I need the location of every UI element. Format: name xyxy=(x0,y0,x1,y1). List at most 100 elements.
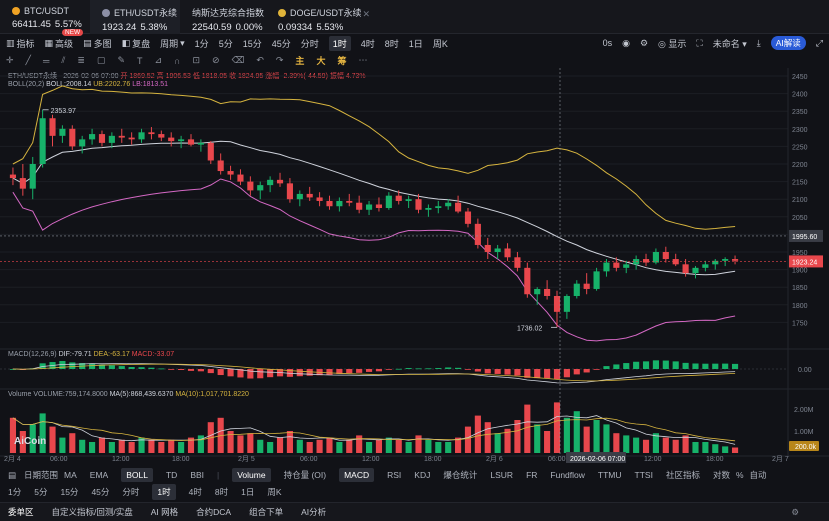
candle-body xyxy=(692,267,699,274)
main-chart-toggle[interactable]: 主 xyxy=(295,56,305,66)
chips-toggle[interactable]: 筹 xyxy=(337,56,347,66)
magnet-icon[interactable]: ∩ xyxy=(174,55,181,66)
fibonacci-icon[interactable]: ≣ xyxy=(77,55,85,65)
contract-dca-tab[interactable]: 合约DCA xyxy=(196,507,232,517)
community-indicators[interactable]: 社区指标 xyxy=(665,470,700,480)
ruler-icon[interactable]: ⊿ xyxy=(154,55,163,65)
ticker-change: 0.00% xyxy=(235,22,263,33)
trash-icon[interactable]: ⌫ xyxy=(231,55,245,65)
interval-1m[interactable]: 1分 xyxy=(194,38,209,49)
template-icon[interactable]: ▤ xyxy=(8,469,17,480)
interval-5m[interactable]: 5分 xyxy=(218,38,233,49)
indicator-boll[interactable]: BOLL xyxy=(121,468,153,482)
camera-icon[interactable]: ◉ xyxy=(622,37,630,48)
brush-icon[interactable]: ✎ xyxy=(117,55,125,65)
fullscreen-icon[interactable]: ⛶ xyxy=(696,37,703,48)
ticker-doge[interactable]: DOGE/USDT永续 0.09334 5.53% ✕ xyxy=(266,0,376,34)
advanced-button[interactable]: ▦ 高级 xyxy=(45,37,74,50)
macd-tick-label: 0.00 xyxy=(798,367,812,374)
sub-indicator-fr[interactable]: FR xyxy=(526,470,538,480)
volume-bar xyxy=(514,420,521,453)
interval-1d[interactable]: 1日 xyxy=(408,38,423,49)
interval-15m[interactable]: 15分 xyxy=(60,487,79,497)
sub-indicator-fundflow[interactable]: Fundflow xyxy=(550,470,585,480)
trendline-icon[interactable]: ╱ xyxy=(25,55,31,65)
indicator-ma[interactable]: MA xyxy=(64,470,77,480)
sub-indicator-oi[interactable]: 持仓量 (OI) xyxy=(283,470,327,480)
close-icon[interactable]: ✕ xyxy=(362,9,370,19)
save-icon[interactable]: ⤓ xyxy=(756,37,761,48)
log-scale-toggle[interactable]: 对数 xyxy=(712,470,730,480)
sub-indicator-macd[interactable]: MACD xyxy=(339,468,375,482)
price-chart[interactable]: AiCoin 245024002350230022502200215021002… xyxy=(0,68,829,466)
candle-body xyxy=(257,185,264,191)
interval-45m[interactable]: 45分 xyxy=(91,487,110,497)
expand-icon[interactable]: ⤢ xyxy=(815,37,823,48)
interval-8h[interactable]: 8时 xyxy=(214,487,229,497)
indicator-ema[interactable]: EMA xyxy=(89,470,109,480)
settings-icon[interactable]: ⚙ xyxy=(791,506,799,517)
interval-5m[interactable]: 5分 xyxy=(34,487,48,497)
shape-icon[interactable]: ▢ xyxy=(96,55,106,65)
interval-4h[interactable]: 4时 xyxy=(360,38,375,49)
sub-indicator-ttmu[interactable]: TTMU xyxy=(597,470,622,480)
ai-grid-tab[interactable]: AI 网格 xyxy=(150,507,179,517)
interval-1w[interactable]: 周K xyxy=(432,38,448,49)
indicators-button[interactable]: ▥ 指标 xyxy=(6,37,35,50)
horizontal-line-icon[interactable]: ═ xyxy=(42,55,50,66)
candle-body xyxy=(445,202,452,207)
sub-indicator-kdj[interactable]: KDJ xyxy=(414,470,431,480)
interval-timeshare[interactable]: 分时 xyxy=(122,487,140,497)
indicator-bbi[interactable]: BBI xyxy=(190,470,205,480)
sub-indicator-lsur[interactable]: LSUR xyxy=(490,470,514,480)
ticker-btc[interactable]: BTC/USDT 66411.45 5.57% xyxy=(0,0,90,34)
ai-interpret-button[interactable]: AI解读 xyxy=(770,36,806,50)
interval-timeshare[interactable]: 分时 xyxy=(300,38,319,49)
period-dropdown[interactable]: 周期 ▾ xyxy=(160,37,185,50)
eye-off-icon[interactable]: ⊘ xyxy=(212,55,220,65)
crosshair-icon[interactable]: ✛ xyxy=(6,55,14,65)
ai-analysis-tab[interactable]: AI分析 xyxy=(301,507,327,517)
text-icon[interactable]: T xyxy=(136,55,143,66)
large-order-toggle[interactable]: 大 xyxy=(316,56,326,66)
ticker-eth[interactable]: ETH/USDT永续 1923.24 5.38% xyxy=(90,0,180,34)
custom-indicator-tab[interactable]: 自定义指标/回测/实盘 xyxy=(51,507,133,517)
more-icon[interactable]: ⋯ xyxy=(358,55,368,65)
auto-scale-toggle[interactable]: 自动 xyxy=(749,470,767,480)
interval-1h[interactable]: 1时 xyxy=(152,484,176,500)
percent-scale-toggle[interactable]: % xyxy=(735,470,744,480)
sub-indicator-liquidation[interactable]: 爆仓统计 xyxy=(443,470,478,480)
interval-1w[interactable]: 周K xyxy=(267,487,282,497)
undo-icon[interactable]: ↶ xyxy=(256,55,264,65)
interval-1h[interactable]: 1时 xyxy=(328,35,351,51)
lock-icon[interactable]: ⊡ xyxy=(192,55,201,65)
sub-indicator-volume[interactable]: Volume xyxy=(232,468,271,482)
macd-bar xyxy=(494,369,501,374)
multi-chart-button[interactable]: ▤ 多图 xyxy=(83,37,112,50)
display-button[interactable]: ◎ 显示 xyxy=(658,37,686,50)
macd-bar xyxy=(108,365,115,369)
sub-indicator-ttsi[interactable]: TTSI xyxy=(634,470,653,480)
channel-icon[interactable]: ⫽ xyxy=(61,55,66,65)
interval-45m[interactable]: 45分 xyxy=(271,38,291,49)
indicator-td[interactable]: TD xyxy=(165,470,178,480)
order-panel-tab[interactable]: 委单区 xyxy=(8,507,34,517)
combo-order-tab[interactable]: 组合下单 xyxy=(249,507,284,517)
interval-1m[interactable]: 1分 xyxy=(8,487,22,497)
volume-bar xyxy=(336,442,343,453)
layout-name-dropdown[interactable]: 未命名 ▾ xyxy=(712,38,747,49)
candle-body xyxy=(494,248,501,252)
redo-icon[interactable]: ↷ xyxy=(275,55,284,65)
interval-4h[interactable]: 4时 xyxy=(188,487,202,497)
candle-body xyxy=(702,264,709,268)
settings-icon[interactable]: ⚙ xyxy=(639,37,649,48)
candle-body xyxy=(9,174,17,179)
sub-indicator-rsi[interactable]: RSI xyxy=(387,470,402,480)
ticker-nasdaq[interactable]: 纳斯达克综合指数 22540.59 0.00% xyxy=(180,0,266,34)
interval-15m[interactable]: 15分 xyxy=(242,38,262,49)
replay-button[interactable]: ◧ 复盘 xyxy=(122,37,151,50)
interval-1d[interactable]: 1日 xyxy=(241,487,255,497)
candle-body xyxy=(158,134,165,138)
interval-8h[interactable]: 8时 xyxy=(384,38,399,49)
volume-bar xyxy=(375,439,383,453)
